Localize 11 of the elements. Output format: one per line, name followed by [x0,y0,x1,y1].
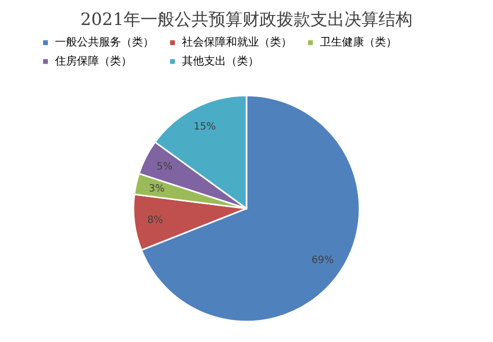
data-label: 69% [311,255,334,266]
legend-label: 卫生健康（类） [320,36,397,49]
legend-label: 一般公共服务（类） [55,36,154,49]
legend-label: 住房保障（类） [55,54,132,68]
data-label: 8% [147,215,164,226]
data-label: 3% [148,183,165,194]
legend-label: 社会保障和就业（类） [182,36,292,49]
legend-label: 其他支出（类） [182,54,259,68]
data-label: 5% [156,162,172,173]
data-label: 15% [194,122,216,133]
chart-title: 2021年一般公共预算财政拨款支出决算结构 [80,10,413,30]
